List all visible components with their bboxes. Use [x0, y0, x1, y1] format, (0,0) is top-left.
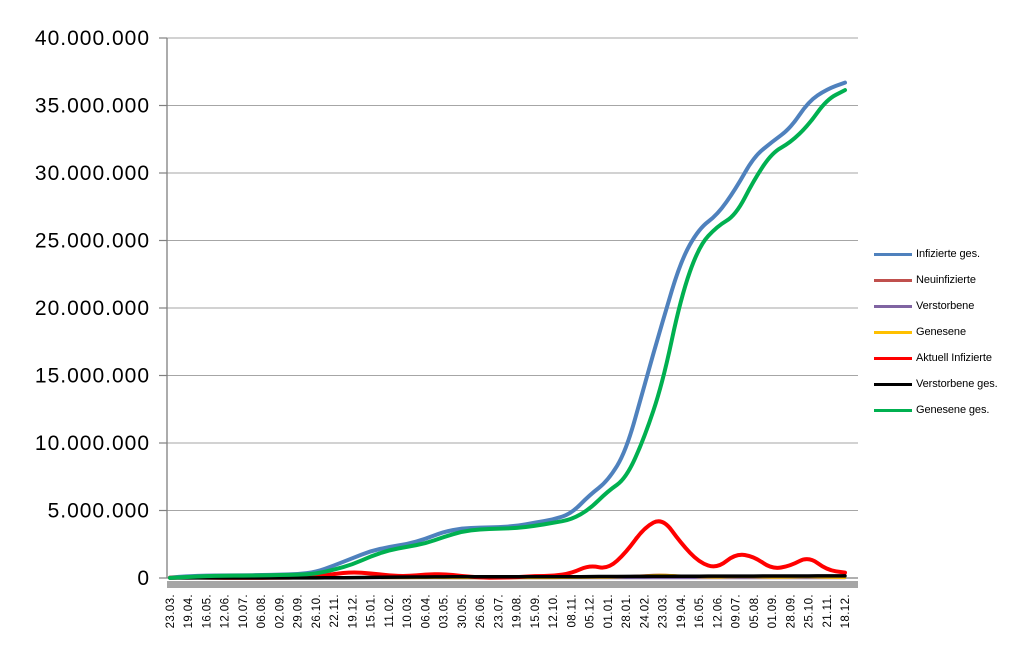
x-tick-label: 06.04.: [420, 594, 432, 628]
x-tick-label: 19.12.: [347, 594, 359, 628]
legend-label: Genesene ges.: [916, 404, 990, 416]
x-tick-label: 05.12.: [585, 594, 597, 628]
legend-item-aktuell-infizierte[interactable]: Aktuell Infizierte: [874, 345, 998, 371]
x-tick-label: 21.11.: [822, 594, 834, 628]
x-tick-label: 02.09.: [274, 594, 286, 628]
x-axis-labels: 23.03. 19.04. 16.05. 12.06. 10.07. 06.08. 02.0…: [165, 594, 852, 628]
legend-label: Aktuell Infizierte: [916, 352, 992, 364]
x-tick-label: 30.05.: [457, 594, 469, 628]
x-tick-label: 16.05.: [201, 594, 213, 628]
legend-line-swatch: [874, 382, 912, 386]
x-axis-band: [167, 581, 858, 588]
y-tick-label: 0: [137, 567, 150, 590]
x-tick-label: 23.07.: [493, 594, 505, 628]
x-tick-label: 08.11.: [566, 594, 578, 628]
y-tick-label: 25.000.000: [35, 230, 150, 253]
x-tick-label: 24.02.: [639, 594, 651, 628]
y-tick-label: 35.000.000: [35, 95, 150, 118]
x-tick-label: 15.01.: [366, 594, 378, 628]
x-tick-label: 19.04.: [676, 594, 688, 628]
y-tick-label: 10.000.000: [35, 432, 150, 455]
legend-line-swatch: [874, 278, 912, 282]
legend-item-verstorbene-ges[interactable]: Verstorbene ges.: [874, 371, 998, 397]
x-tick-label: 09.07.: [731, 594, 743, 628]
legend-item-genesene-ges[interactable]: Genesene ges.: [874, 397, 998, 423]
x-tick-label: 12.06.: [712, 594, 724, 628]
chart-legend: Infizierte ges. Neuinfizierte Verstorbene G…: [874, 241, 998, 423]
legend-item-verstorbene[interactable]: Verstorbene: [874, 293, 998, 319]
x-tick-label: 26.10.: [311, 594, 323, 628]
x-tick-label: 18.12.: [840, 594, 852, 628]
legend-item-infizierte-ges[interactable]: Infizierte ges.: [874, 241, 998, 267]
x-tick-label: 23.03.: [165, 594, 177, 628]
series-line-infizierte-ges[interactable]: [168, 80, 847, 580]
legend-label: Genesene: [916, 326, 966, 338]
legend-label: Verstorbene: [916, 300, 975, 312]
x-tick-label: 05.08.: [749, 594, 761, 628]
x-tick-label: 19.04.: [183, 594, 195, 628]
y-tick-label: 5.000.000: [48, 500, 150, 523]
x-tick-label: 10.03.: [402, 594, 414, 628]
legend-line-swatch: [874, 304, 912, 308]
x-tick-label: 29.09.: [293, 594, 305, 628]
x-tick-label: 28.09.: [785, 594, 797, 628]
x-tick-label: 26.06.: [475, 594, 487, 628]
series-line-genesene-ges[interactable]: [168, 88, 847, 580]
legend-label: Neuinfizierte: [916, 274, 976, 286]
y-axis-labels: 0 5.000.000 10.000.000 15.000.000 20.000.000…: [35, 27, 150, 590]
x-tick-label: 11.02.: [384, 594, 396, 628]
y-tick-label: 30.000.000: [35, 162, 150, 185]
legend-item-neuinfizierte[interactable]: Neuinfizierte: [874, 267, 998, 293]
x-tick-label: 22.11.: [329, 594, 341, 628]
x-tick-label: 06.08.: [256, 594, 268, 628]
x-tick-label: 10.07.: [238, 594, 250, 628]
x-tick-label: 16.05.: [694, 594, 706, 628]
legend-item-genesene[interactable]: Genesene: [874, 319, 998, 345]
x-tick-label: 28.01.: [621, 594, 633, 628]
x-tick-label: 03.05.: [439, 594, 451, 628]
y-gridlines: [167, 37, 858, 511]
y-tick-label: 15.000.000: [35, 365, 150, 388]
legend-line-swatch: [874, 252, 912, 256]
x-tick-label: 23.03.: [658, 594, 670, 628]
x-tick-label: 01.09.: [767, 594, 779, 628]
legend-line-swatch: [874, 356, 912, 360]
series-line-verstorbene-ges[interactable]: [168, 574, 847, 580]
legend-label: Infizierte ges.: [916, 248, 980, 260]
legend-label: Verstorbene ges.: [916, 378, 998, 390]
y-tick-label: 20.000.000: [35, 297, 150, 320]
x-tick-label: 15.09.: [530, 594, 542, 628]
legend-line-swatch: [874, 408, 912, 412]
y-tick-label: 40.000.000: [35, 27, 150, 50]
x-tick-label: 12.10.: [548, 594, 560, 628]
x-tick-label: 25.10.: [804, 594, 816, 628]
x-tick-label: 19.08.: [512, 594, 524, 628]
legend-line-swatch: [874, 330, 912, 334]
x-tick-label: 12.06.: [220, 594, 232, 628]
x-tick-label: 01.01.: [603, 594, 615, 628]
